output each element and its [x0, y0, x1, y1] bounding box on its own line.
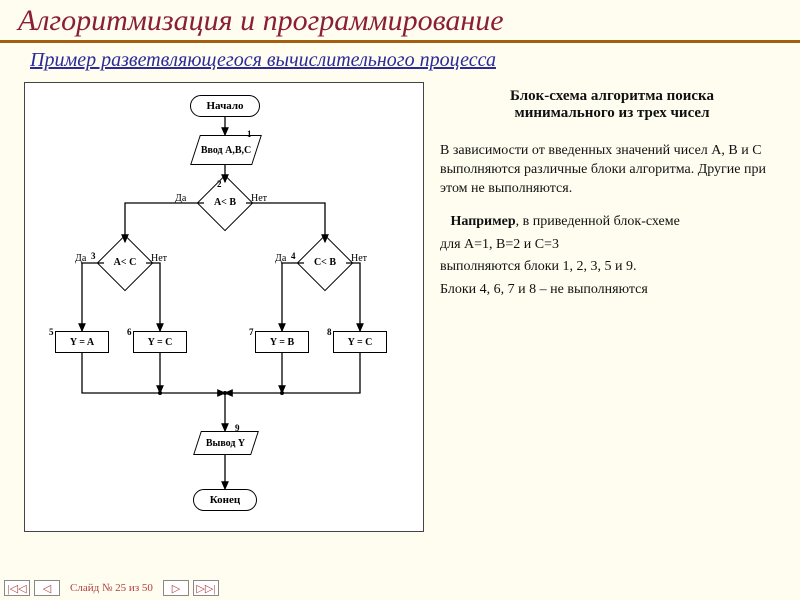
node-end: Конец — [193, 489, 257, 511]
slide-counter: Слайд № 25 из 50 — [70, 582, 153, 594]
nav-prev-button[interactable]: ◁ — [34, 580, 60, 596]
node-output: Вывод Y — [193, 431, 259, 455]
nav-next-button[interactable]: ▷ — [163, 580, 189, 596]
edge-label-no-ac: Нет — [151, 253, 167, 264]
node-number-4: 4 — [291, 251, 296, 261]
flowchart-frame: Начало Ввод A,B,C 1 A< B 2 Да Нет A< C 3… — [24, 82, 424, 532]
page-subtitle: Пример разветвляющегося вычислительного … — [0, 43, 800, 76]
node-number-7: 7 — [249, 327, 254, 337]
node-number-2: 2 — [217, 179, 222, 189]
nav-last-button[interactable]: ▷▷| — [193, 580, 219, 596]
description-p2b: , в приведенной блок-схеме — [516, 214, 680, 229]
edge-label-no-cb: Нет — [351, 253, 367, 264]
node-number-8: 8 — [327, 327, 332, 337]
node-proc-6: Y = C — [133, 331, 187, 353]
edge-label-yes-ab: Да — [175, 193, 186, 204]
description-heading: Блок-схема алгоритма поиска минимального… — [440, 88, 784, 122]
node-proc-8: Y = C — [333, 331, 387, 353]
node-proc-5: Y = A — [55, 331, 109, 353]
node-decision-cb-label: C< B — [307, 258, 343, 268]
description-emph: Например — [451, 214, 516, 229]
edge-label-yes-ac: Да — [75, 253, 86, 264]
description-heading-l2: минимального из трех чисел — [514, 105, 709, 121]
node-proc-7: Y = B — [255, 331, 309, 353]
edge-label-yes-cb: Да — [275, 253, 286, 264]
slide-nav: |◁◁ ◁ Слайд № 25 из 50 ▷ ▷▷| — [4, 580, 219, 596]
nav-first-button[interactable]: |◁◁ — [4, 580, 30, 596]
description-p3: для A=1, B=2 и C=3 — [440, 236, 784, 255]
node-input: Ввод A,B,C — [190, 135, 262, 165]
node-number-1: 1 — [247, 129, 252, 139]
description-p2: Например, в приведенной блок-схеме — [440, 213, 784, 232]
node-number-9: 9 — [235, 423, 240, 433]
node-number-6: 6 — [127, 327, 132, 337]
node-number-5: 5 — [49, 327, 54, 337]
description-panel: Блок-схема алгоритма поиска минимального… — [440, 82, 784, 532]
node-start: Начало — [190, 95, 260, 117]
node-output-label: Вывод Y — [206, 438, 245, 449]
page-title: Алгоритмизация и программирование — [0, 0, 800, 43]
description-p4: выполняются блоки 1, 2, 3, 5 и 9. — [440, 258, 784, 277]
description-p5: Блоки 4, 6, 7 и 8 – не выполняются — [440, 281, 784, 300]
content-row: Начало Ввод A,B,C 1 A< B 2 Да Нет A< C 3… — [0, 76, 800, 532]
node-decision-ac-label: A< C — [107, 258, 143, 268]
description-heading-l1: Блок-схема алгоритма поиска — [510, 88, 714, 104]
edge-label-no-ab: Нет — [251, 193, 267, 204]
node-number-3: 3 — [91, 251, 96, 261]
description-p1: В зависимости от введенных значений чисе… — [440, 142, 784, 199]
node-input-label: Ввод A,B,C — [201, 145, 251, 156]
node-decision-ab-label: A< B — [207, 198, 243, 208]
